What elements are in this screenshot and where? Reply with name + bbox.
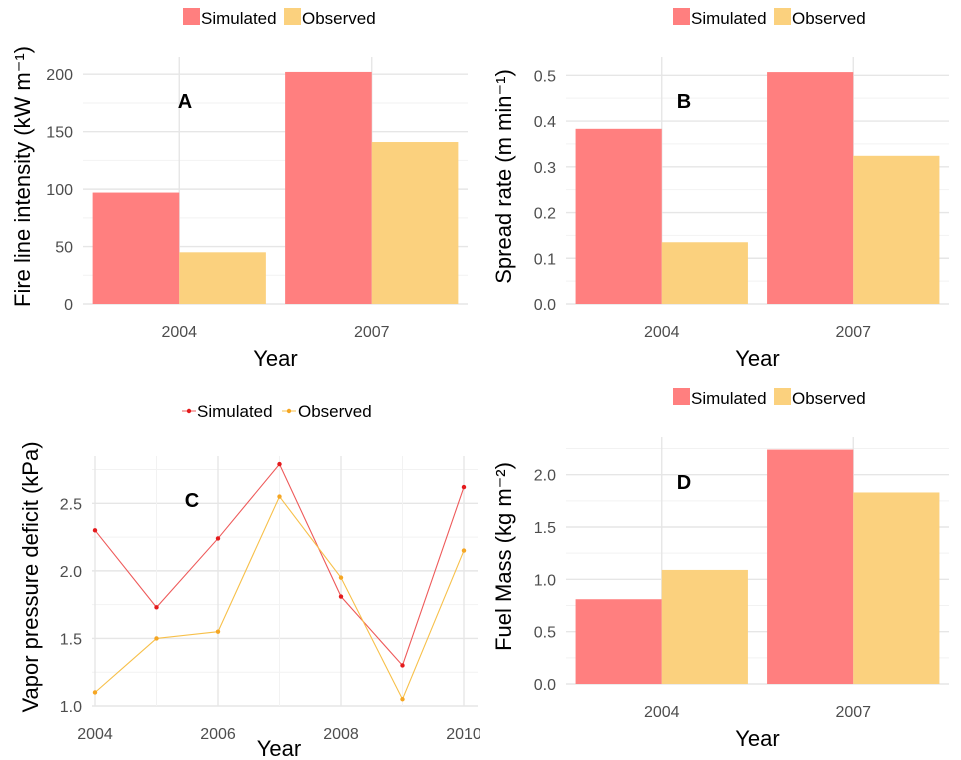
y-axis-title: Vapor pressure deficit (kPa) (18, 441, 43, 712)
y-tick-label: 2.0 (60, 564, 82, 581)
legend-label-simulated: Simulated (691, 389, 767, 408)
y-tick-label: 1.5 (60, 631, 82, 648)
legend-key-simulated (673, 8, 690, 25)
x-tick-label: 2004 (644, 324, 680, 341)
chart-svg-c: 1.0 1.5 2.0 2.5 2004 2006 2008 2010 Simulated Obs… (18, 402, 480, 760)
x-tick-label: 2007 (354, 324, 390, 341)
y-tick-label: 2.0 (534, 468, 556, 485)
panel-label-d: D (677, 472, 691, 494)
point-simulated-2007 (277, 461, 282, 467)
point-simulated-2008 (338, 594, 344, 599)
legend-label-observed: Observed (302, 9, 376, 28)
y-tick-label: 100 (46, 182, 73, 199)
x-tick-label: 2004 (161, 324, 197, 341)
panel-c-vapor-pressure-deficit: 1.0 1.5 2.0 2.5 2004 2006 2008 2010 Simulated Obs… (0, 380, 480, 760)
x-axis-title: Year (735, 346, 779, 371)
legend-key-point-simulated (186, 408, 192, 414)
point-observed-2006 (215, 629, 221, 634)
y-tick-label: 50 (55, 240, 73, 257)
y-tick-label: 0.3 (534, 160, 556, 177)
bar-observed-2007 (853, 155, 940, 304)
y-axis-title: Fuel Mass (kg m⁻²) (491, 462, 516, 651)
legend: Simulated Observed (673, 388, 866, 408)
point-simulated-2009 (400, 663, 405, 668)
y-tick-label: 0.5 (534, 68, 556, 85)
y-axis-title: Spread rate (m min⁻¹) (491, 69, 516, 284)
bar-observed-2004 (179, 252, 266, 304)
panel-b-spread-rate: 0.0 0.1 0.2 0.3 0.4 0.5 2004 2007 Simulated Obser… (481, 0, 961, 380)
x-tick-label: 2006 (200, 726, 236, 743)
x-axis-title: Year (257, 736, 301, 760)
chart-svg-b: 0.0 0.1 0.2 0.3 0.4 0.5 2004 2007 Simulated Obser… (491, 8, 949, 371)
legend-label-observed: Observed (792, 389, 866, 408)
bar-observed-2004 (661, 242, 748, 304)
x-tick-label: 2004 (77, 726, 113, 743)
y-tick-label: 2.5 (60, 496, 82, 513)
point-observed-2008 (338, 575, 344, 580)
panel-label-c: C (185, 490, 199, 512)
y-tick-label: 0 (64, 297, 73, 314)
x-tick-label: 2010 (446, 726, 480, 743)
y-tick-label: 1.5 (534, 520, 556, 537)
x-tick-label: 2007 (835, 324, 871, 341)
y-tick-label: 0.0 (534, 297, 556, 314)
y-tick-label: 200 (46, 67, 73, 84)
legend-key-observed (774, 8, 791, 25)
legend-key-observed (284, 8, 301, 25)
bar-simulated-2004 (575, 599, 662, 684)
legend-label-observed: Observed (792, 9, 866, 28)
legend-key-observed (774, 388, 791, 405)
x-axis-title: Year (735, 726, 779, 751)
y-tick-label: 0.0 (534, 677, 556, 694)
bar-simulated-2004 (575, 128, 662, 304)
point-observed-2009 (400, 697, 405, 702)
x-tick-label: 2004 (644, 704, 680, 721)
y-tick-label: 1.0 (534, 572, 556, 589)
y-tick-label: 0.1 (534, 251, 556, 268)
bar-simulated-2007 (285, 71, 372, 305)
bar-simulated-2007 (767, 72, 854, 304)
panel-label-b: B (677, 91, 691, 113)
point-simulated-2004 (92, 528, 98, 533)
chart-svg-d: 0.0 0.5 1.0 1.5 2.0 2004 2007 Simulated Observed… (491, 388, 949, 751)
bar-observed-2004 (661, 569, 748, 684)
legend-label-simulated: Simulated (197, 402, 273, 421)
x-tick-label: 2007 (835, 704, 871, 721)
y-axis-title: Fire line intensity (kW m⁻¹) (10, 46, 35, 307)
bar-observed-2007 (853, 492, 940, 684)
point-observed-2005 (154, 636, 159, 641)
x-axis-title: Year (253, 346, 297, 371)
bar-observed-2007 (371, 142, 459, 304)
point-simulated-2010 (461, 484, 467, 490)
panel-label-a: A (178, 91, 192, 113)
point-simulated-2006 (215, 536, 221, 541)
bar-simulated-2007 (767, 449, 854, 684)
y-tick-label: 0.4 (534, 114, 556, 131)
y-tick-label: 1.0 (60, 699, 82, 716)
legend-label-simulated: Simulated (201, 9, 277, 28)
legend: Simulated Observed (673, 8, 866, 28)
point-simulated-2005 (154, 605, 159, 610)
y-tick-label: 0.5 (534, 625, 556, 642)
x-tick-label: 2008 (323, 726, 359, 743)
legend-label-observed: Observed (298, 402, 372, 421)
legend-label-simulated: Simulated (691, 9, 767, 28)
bar-simulated-2004 (92, 192, 180, 304)
chart-svg-a: 0 50 100 150 200 2004 2007 Simulated Observed A Ye… (10, 8, 468, 371)
point-observed-2010 (461, 548, 467, 553)
legend-key-point-observed (286, 408, 292, 414)
point-observed-2004 (92, 690, 98, 695)
y-tick-label: 0.2 (534, 206, 556, 223)
panel-d-fuel-mass: 0.0 0.5 1.0 1.5 2.0 2004 2007 Simulated Observed… (481, 380, 961, 760)
y-tick-label: 150 (46, 125, 73, 142)
point-observed-2007 (277, 494, 282, 499)
panel-a-fire-line-intensity: 0 50 100 150 200 2004 2007 Simulated Observed A Ye… (0, 0, 480, 380)
legend-key-simulated (673, 388, 690, 405)
legend: Simulated Observed (183, 8, 376, 28)
legend: Simulated Observed (182, 402, 372, 421)
legend-key-simulated (183, 8, 200, 25)
